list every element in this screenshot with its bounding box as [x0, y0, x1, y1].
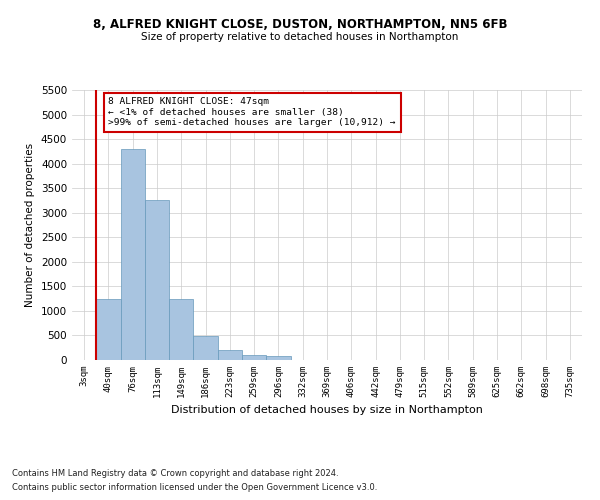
- Bar: [193, 336, 218, 360]
- Bar: [242, 355, 266, 360]
- Y-axis label: Number of detached properties: Number of detached properties: [25, 143, 35, 307]
- Text: 8, ALFRED KNIGHT CLOSE, DUSTON, NORTHAMPTON, NN5 6FB: 8, ALFRED KNIGHT CLOSE, DUSTON, NORTHAMP…: [93, 18, 507, 30]
- Bar: [266, 356, 290, 360]
- Text: Contains HM Land Registry data © Crown copyright and database right 2024.: Contains HM Land Registry data © Crown c…: [12, 468, 338, 477]
- Text: Contains public sector information licensed under the Open Government Licence v3: Contains public sector information licen…: [12, 484, 377, 492]
- Text: 8 ALFRED KNIGHT CLOSE: 47sqm
← <1% of detached houses are smaller (38)
>99% of s: 8 ALFRED KNIGHT CLOSE: 47sqm ← <1% of de…: [109, 98, 396, 127]
- X-axis label: Distribution of detached houses by size in Northampton: Distribution of detached houses by size …: [171, 406, 483, 415]
- Text: Size of property relative to detached houses in Northampton: Size of property relative to detached ho…: [142, 32, 458, 42]
- Bar: [145, 200, 169, 360]
- Bar: [169, 298, 193, 360]
- Bar: [218, 350, 242, 360]
- Bar: [121, 149, 145, 360]
- Bar: [96, 298, 121, 360]
